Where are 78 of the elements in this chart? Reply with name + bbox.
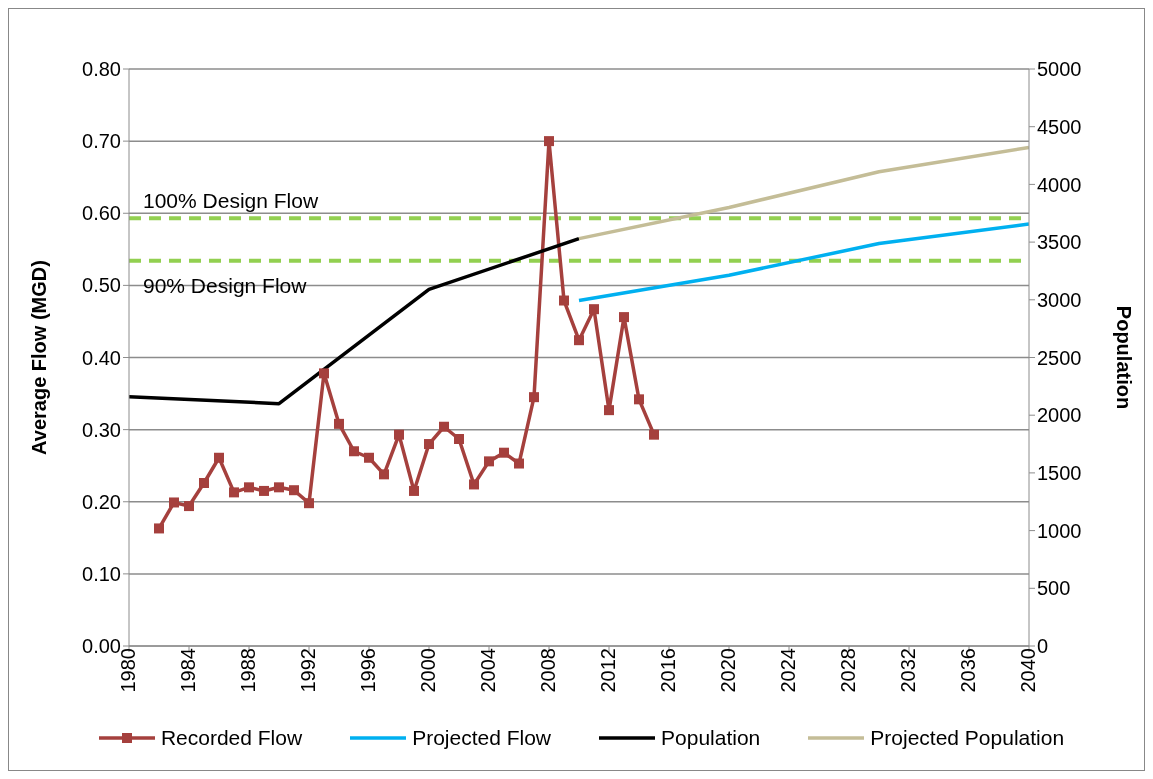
ref-line-label: 90% Design Flow [143,273,308,297]
point [244,482,254,493]
y2-tick-label: 3500 [1037,231,1082,254]
point [499,447,509,458]
x-tick-label: 2012 [597,648,620,693]
x-tick-label: 2008 [537,648,560,693]
y-tick-label: 0.10 [82,562,121,585]
point [229,487,239,498]
point [334,418,344,429]
point [349,446,359,457]
point [304,498,314,509]
y2-tick-label: 1000 [1037,519,1082,542]
x-tick-label: 2028 [837,648,860,693]
line-series [577,222,1029,303]
point [469,479,479,490]
point [634,394,644,405]
x-tick-label: 2004 [477,648,500,693]
point [649,429,659,440]
x-tick-label: 2036 [957,648,980,693]
y2-tick-label: 4500 [1037,115,1082,138]
legend-label: Projected Population [870,726,1065,750]
point [319,368,329,379]
y2-tick-label: 5000 [1037,58,1082,81]
y-tick-label: 0.60 [82,202,121,225]
y2-tick-label: 0 [1037,635,1049,658]
y-tick-label: 0.30 [82,418,121,441]
point [199,478,209,488]
y-tick-label: 0.50 [82,274,121,297]
point [574,335,584,346]
x-tick-label: 2024 [777,648,800,693]
x-tick-label: 1992 [297,648,320,693]
line-series [129,236,581,406]
point [154,523,164,534]
x-tick-label: 2000 [417,648,440,693]
point [484,456,494,467]
y2-axis-title: Population [1112,305,1135,410]
point [184,501,194,512]
point [514,458,524,469]
y-tick-label: 0.80 [82,58,121,81]
y-tick-label: 0.40 [82,346,121,369]
point [409,485,419,496]
y2-tick-label: 4000 [1037,173,1082,196]
x-tick-label: 2016 [657,648,680,693]
point [289,485,299,496]
point [619,312,629,323]
point [559,295,569,306]
y-tick-label: 0.70 [82,130,121,153]
point [274,482,284,493]
y-axis-title: Average Flow (MGD) [28,260,51,455]
point [589,304,599,315]
point [544,136,554,147]
point [604,405,614,416]
point [454,434,464,444]
x-tick-label: 2020 [717,648,740,693]
x-tick-label: 1996 [357,648,380,693]
y2-tick-label: 3000 [1037,288,1082,311]
y-tick-label: 0.20 [82,490,121,513]
point [214,452,224,463]
y2-tick-label: 1500 [1037,462,1082,484]
legend-label: Projected Flow [412,726,552,750]
legend-label: Recorded Flow [160,726,303,750]
y2-tick-label: 500 [1037,577,1071,600]
point [259,485,269,496]
legend-label: Population [661,726,761,750]
x-tick-label: 2032 [897,648,920,693]
x-tick-label: 1984 [177,648,200,693]
ref-line-label: 100% Design Flow [143,189,319,213]
line-series [577,145,1029,241]
point [169,497,179,508]
y2-tick-label: 2500 [1037,346,1082,369]
point [424,439,434,450]
x-tick-label: 1988 [237,648,260,693]
point [529,392,539,403]
point [379,469,389,480]
point [364,452,374,463]
point [439,421,449,432]
y2-tick-label: 2000 [1037,404,1082,427]
point [394,429,404,440]
